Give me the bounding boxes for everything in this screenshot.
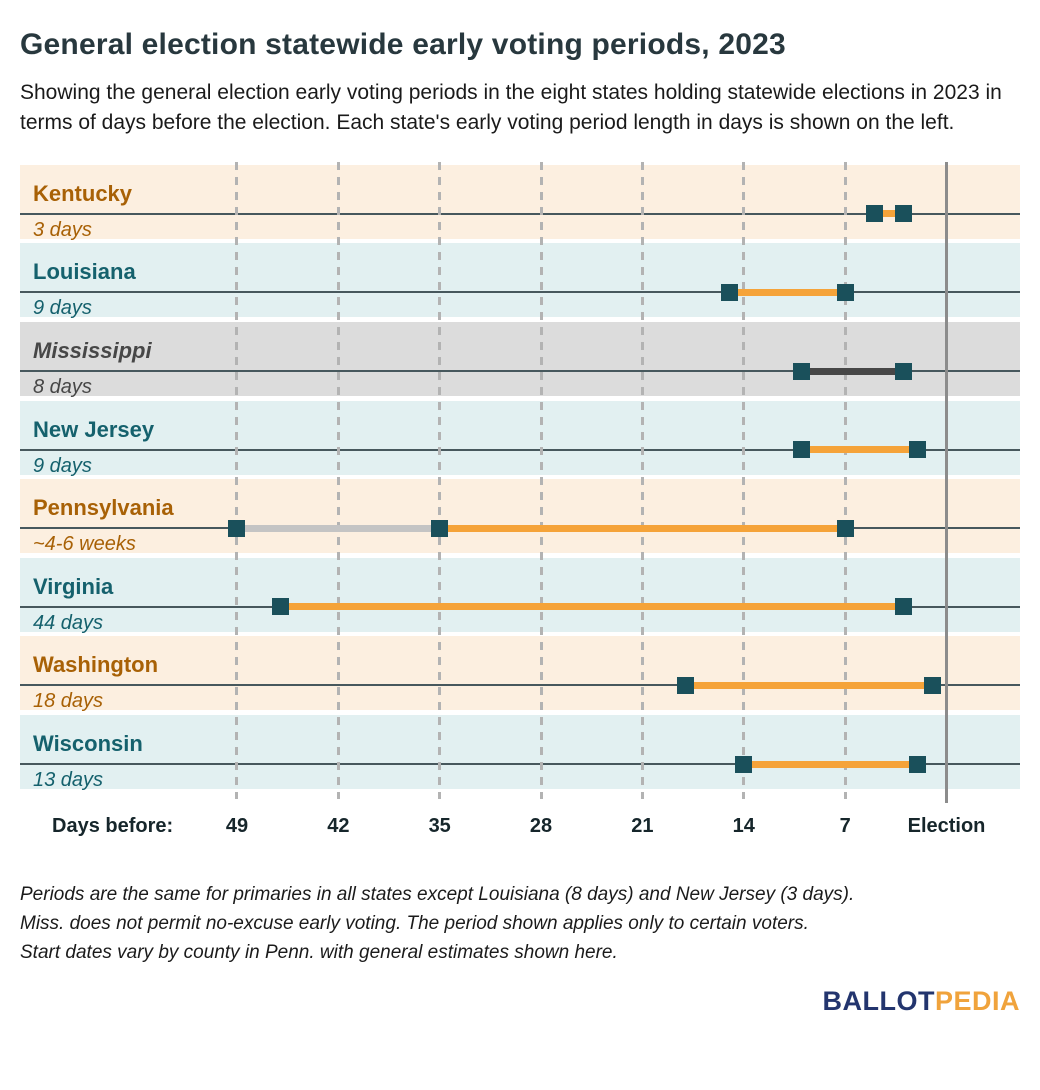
period-length-label: 13 days — [33, 769, 104, 792]
bar-endpoint-day-3 — [894, 598, 912, 616]
chart-row-virginia: Virginia 44 days — [20, 557, 1020, 634]
bar-endpoint-day-7 — [836, 519, 854, 537]
voting-period-bar — [439, 524, 846, 532]
footnote-line-2: Miss. does not permit no-excuse early vo… — [20, 912, 809, 934]
period-length-label: 3 days — [33, 218, 92, 241]
period-length-label: 18 days — [33, 690, 104, 713]
period-length-label: 8 days — [33, 376, 92, 399]
chart-footnote: Periods are the same for primaries in al… — [20, 881, 1020, 968]
row-baseline — [20, 212, 1020, 215]
bar-endpoint-day-35 — [431, 519, 449, 537]
state-label-virginia: Virginia — [33, 573, 114, 599]
logo-ballot-text: BALLOT — [822, 985, 935, 1016]
chart-row-washington: Washington 18 days — [20, 636, 1020, 713]
bar-endpoint-day-7 — [836, 283, 854, 301]
ballotpedia-logo: BALLOTPEDIA — [20, 986, 1020, 1017]
bar-endpoint-day-5 — [865, 205, 883, 223]
bar-endpoint-day-49 — [228, 519, 246, 537]
state-label-louisiana: Louisiana — [33, 259, 136, 285]
state-label-wisconsin: Wisconsin — [33, 731, 143, 757]
chart-row-mississippi: Mississippi 8 days — [20, 322, 1020, 399]
voting-period-bar — [801, 367, 904, 375]
bar-endpoint-day-1 — [923, 676, 941, 694]
state-label-pennsylvania: Pennsylvania — [33, 495, 174, 521]
bar-endpoint-day-2 — [909, 441, 927, 459]
chart-bars-layer — [20, 165, 1020, 865]
chart-row-kentucky: Kentucky 3 days — [20, 164, 1020, 241]
state-label-kentucky: Kentucky — [33, 180, 133, 206]
voting-period-bar — [743, 760, 918, 768]
state-label-mississippi: Mississippi — [33, 338, 152, 364]
voting-period-bar — [280, 603, 904, 611]
chart-subtitle: Showing the general election early votin… — [20, 81, 1002, 135]
row-baseline — [20, 763, 1020, 766]
bar-endpoint-day-3 — [894, 362, 912, 380]
state-label-new-jersey: New Jersey — [33, 416, 155, 442]
bar-endpoint-day-10 — [793, 441, 811, 459]
row-baseline — [20, 448, 1020, 451]
row-baseline — [20, 370, 1020, 373]
bar-endpoint-day-15 — [720, 283, 738, 301]
period-length-label: 9 days — [33, 454, 92, 477]
bar-endpoint-day-2 — [909, 755, 927, 773]
voting-period-bar — [874, 210, 904, 218]
period-length-label: ~4-6 weeks — [33, 533, 136, 556]
chart-rows-layer: Kentucky 3 days Louisiana 9 days Mississippi… — [20, 164, 1020, 865]
row-baseline — [20, 684, 1020, 687]
row-baseline — [20, 291, 1020, 294]
period-length-label: 9 days — [33, 297, 92, 320]
voting-period-bar — [236, 524, 440, 532]
voting-period-bar — [801, 446, 918, 454]
chart-row-new-jersey: New Jersey 9 days — [20, 400, 1020, 477]
bar-endpoint-day-10 — [793, 362, 811, 380]
state-label-washington: Washington — [33, 652, 159, 678]
bar-endpoint-day-46 — [271, 598, 289, 616]
logo-pedia-text: PEDIA — [934, 985, 1020, 1016]
period-length-label: 44 days — [33, 611, 104, 634]
footnote-line-3: Start dates vary by county in Penn. with… — [20, 941, 618, 963]
footnote-line-1: Periods are the same for primaries in al… — [20, 883, 855, 905]
bar-endpoint-day-14 — [735, 755, 753, 773]
chart-row-louisiana: Louisiana 9 days — [20, 243, 1020, 320]
voting-period-bar — [685, 681, 933, 689]
bar-endpoint-day-18 — [677, 676, 695, 694]
voting-period-bar — [729, 288, 846, 296]
chart-row-wisconsin: Wisconsin 13 days — [20, 715, 1020, 792]
bar-endpoint-day-3 — [894, 205, 912, 223]
chart-title: General election statewide early voting … — [20, 28, 786, 61]
chart-row-pennsylvania: Pennsylvania ~4-6 weeks — [20, 479, 1020, 556]
early-voting-chart: Kentucky 3 days Louisiana 9 days Mississippi… — [20, 161, 1020, 865]
